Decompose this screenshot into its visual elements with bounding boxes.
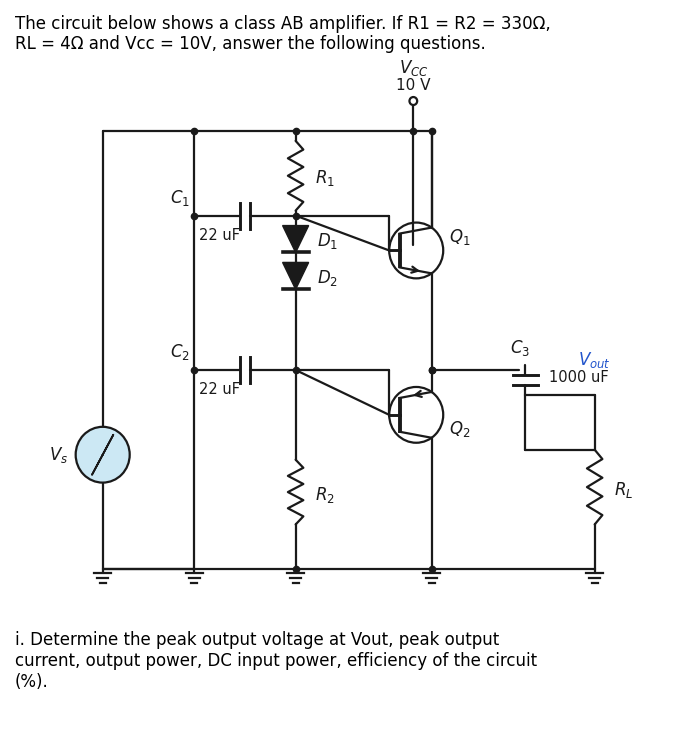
- Text: $R_1$: $R_1$: [315, 168, 335, 188]
- Text: $V_{CC}$: $V_{CC}$: [399, 58, 428, 78]
- Polygon shape: [283, 262, 308, 290]
- Text: $C_3$: $C_3$: [511, 338, 530, 358]
- Text: i. Determine the peak output voltage at Vout, peak output
current, output power,: i. Determine the peak output voltage at …: [15, 631, 537, 691]
- Polygon shape: [283, 225, 308, 253]
- Text: 22 uF: 22 uF: [199, 228, 240, 243]
- Text: 1000 uF: 1000 uF: [549, 370, 609, 385]
- Circle shape: [76, 427, 129, 483]
- Text: $D_1$: $D_1$: [317, 231, 338, 251]
- Text: $V_{out}$: $V_{out}$: [578, 350, 611, 370]
- Text: RL = 4Ω and Vcc = 10V, answer the following questions.: RL = 4Ω and Vcc = 10V, answer the follow…: [15, 35, 485, 54]
- Text: 22 uF: 22 uF: [199, 382, 240, 397]
- Text: 10 V: 10 V: [396, 78, 431, 93]
- Text: $D_2$: $D_2$: [317, 268, 338, 288]
- Text: $C_1$: $C_1$: [170, 188, 190, 207]
- Text: $R_L$: $R_L$: [614, 480, 633, 500]
- Text: $Q_2$: $Q_2$: [449, 418, 471, 439]
- Text: The circuit below shows a class AB amplifier. If R1 = R2 = 330Ω,: The circuit below shows a class AB ampli…: [15, 15, 551, 33]
- Text: $C_2$: $C_2$: [170, 342, 190, 362]
- Text: $Q_1$: $Q_1$: [449, 226, 471, 247]
- Text: $V_s$: $V_s$: [49, 445, 68, 464]
- Text: $R_2$: $R_2$: [315, 485, 335, 504]
